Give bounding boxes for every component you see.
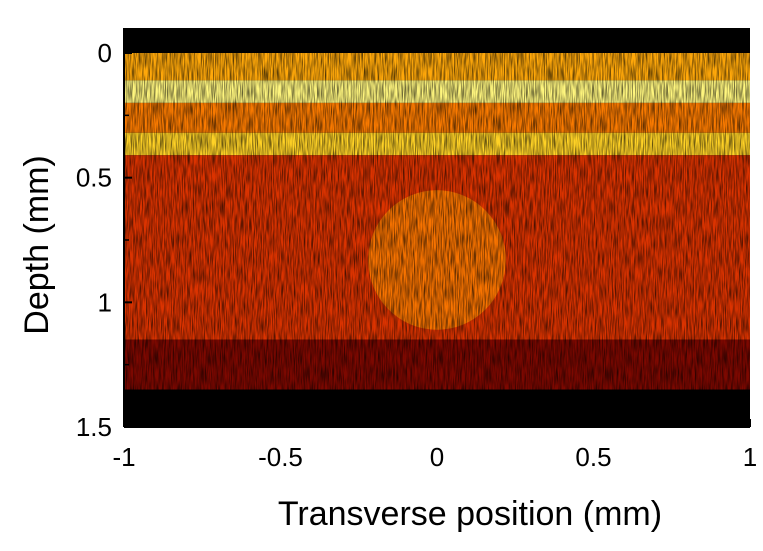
heatmap-image bbox=[124, 28, 750, 427]
y-tick-label: 1.5 bbox=[76, 412, 112, 442]
x-axis-title: Transverse position (mm) bbox=[278, 495, 662, 533]
y-axis-title: Depth (mm) bbox=[18, 155, 56, 334]
heatmap-layer-1 bbox=[124, 28, 750, 53]
y-tick-label: 0.5 bbox=[76, 163, 112, 193]
x-tick-label: -0.5 bbox=[258, 442, 303, 472]
y-tick-label: 0 bbox=[98, 38, 112, 68]
x-tick-label: 0 bbox=[430, 442, 444, 472]
y-tick-label: 1 bbox=[98, 287, 112, 317]
axis-labels: -1 -0.5 0 0.5 1 0 0.5 1 1.5 Transverse position (… bbox=[18, 38, 757, 533]
x-tick-label: 1 bbox=[743, 442, 757, 472]
x-tick-label: 0.5 bbox=[575, 442, 611, 472]
axes bbox=[123, 28, 751, 428]
speckle-noise-overlay bbox=[124, 53, 750, 390]
x-tick-label: -1 bbox=[112, 442, 135, 472]
